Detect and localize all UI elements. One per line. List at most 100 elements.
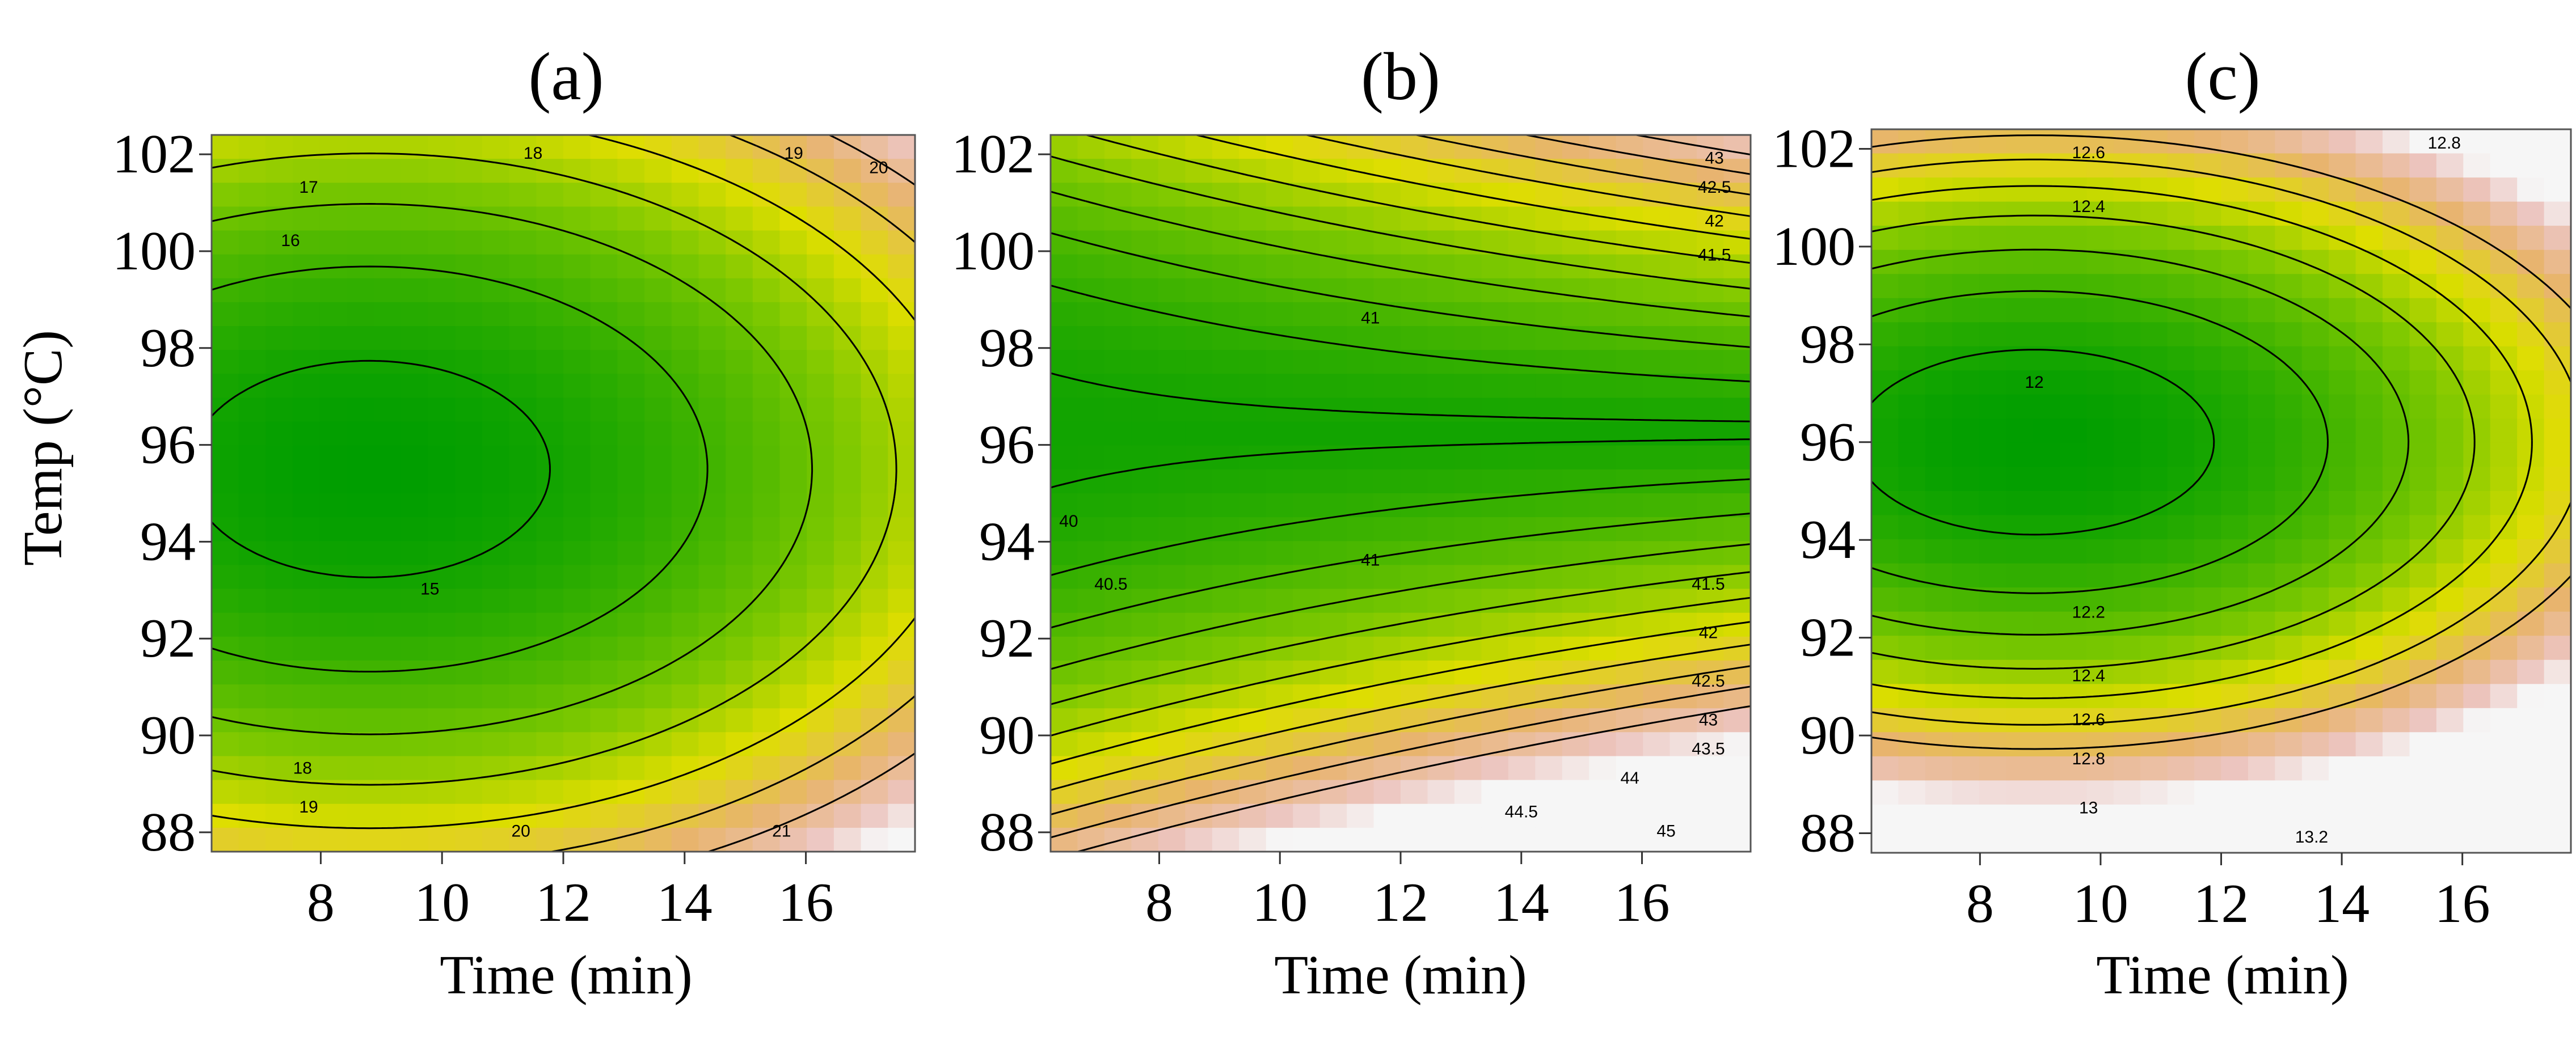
heatmap-cell bbox=[1508, 780, 1536, 805]
heatmap-cell bbox=[455, 135, 483, 159]
heatmap-cell bbox=[319, 756, 348, 781]
heatmap-cell bbox=[1508, 803, 1536, 828]
heatmap-cell bbox=[455, 374, 483, 399]
heatmap-cell bbox=[1952, 491, 1980, 516]
heatmap-cell bbox=[1293, 756, 1321, 781]
heatmap-cell bbox=[1952, 418, 1980, 443]
heatmap-cell bbox=[212, 660, 239, 685]
heatmap-cell bbox=[428, 206, 456, 231]
heatmap-cell bbox=[2409, 129, 2437, 154]
contour-label: 41.5 bbox=[1698, 246, 1731, 264]
heatmap-cell bbox=[1723, 421, 1751, 446]
heatmap-cell bbox=[807, 159, 834, 183]
heatmap-cell bbox=[1373, 780, 1401, 805]
heatmap-cell bbox=[1589, 636, 1617, 661]
contour-line-12-8 bbox=[1871, 185, 2533, 700]
heatmap-cell bbox=[1871, 201, 1899, 226]
heatmap-cell bbox=[2490, 418, 2518, 443]
heatmap-cell bbox=[563, 636, 591, 661]
heatmap-cell bbox=[1293, 803, 1321, 828]
heatmap-cell bbox=[1454, 612, 1482, 637]
heatmap-cell bbox=[617, 708, 645, 733]
heatmap-cell bbox=[1454, 660, 1482, 685]
heatmap-cell bbox=[374, 421, 402, 446]
heatmap-cell bbox=[238, 612, 267, 637]
heatmap-cell bbox=[2167, 418, 2195, 443]
heatmap-cell bbox=[833, 278, 862, 303]
heatmap-cell bbox=[2006, 322, 2034, 347]
heatmap-cell bbox=[2006, 226, 2034, 251]
heatmap-cell bbox=[2194, 418, 2222, 443]
heatmap-cell bbox=[1293, 827, 1321, 852]
heatmap-cell bbox=[2086, 780, 2114, 805]
heatmap-cell bbox=[400, 827, 429, 852]
heatmap-cell bbox=[1643, 827, 1671, 852]
heatmap-cell bbox=[2436, 322, 2464, 347]
heatmap-cell bbox=[1535, 803, 1563, 828]
heatmap-cell bbox=[1871, 346, 1899, 371]
heatmap-cell bbox=[2033, 804, 2060, 830]
heatmap-cell bbox=[2006, 129, 2034, 154]
heatmap-cell bbox=[752, 206, 781, 231]
heatmap-cell bbox=[1925, 467, 1953, 492]
heatmap-cell bbox=[671, 469, 699, 494]
heatmap-cell bbox=[1293, 350, 1321, 375]
heatmap-cell bbox=[726, 397, 753, 422]
heatmap-cell bbox=[1508, 230, 1536, 255]
heatmap-cell bbox=[455, 230, 483, 255]
heatmap-cell bbox=[238, 493, 267, 518]
heatmap-cell bbox=[319, 445, 348, 470]
heatmap-cell bbox=[2355, 539, 2383, 564]
heatmap-cell bbox=[1616, 780, 1643, 805]
contour-label: 43.5 bbox=[1692, 740, 1725, 759]
heatmap-cell bbox=[400, 517, 429, 541]
heatmap-cell bbox=[1158, 230, 1186, 255]
heatmap-cell bbox=[1508, 421, 1536, 446]
heatmap-cell bbox=[861, 374, 889, 399]
heatmap-cell bbox=[1871, 153, 1899, 178]
heatmap-cell bbox=[861, 756, 889, 781]
heatmap-cell bbox=[2329, 177, 2356, 202]
heatmap-cell bbox=[1319, 302, 1347, 327]
heatmap-cell bbox=[2275, 515, 2303, 540]
heatmap-cell bbox=[1669, 397, 1697, 422]
heatmap-cell bbox=[238, 326, 267, 350]
heatmap-cell bbox=[2140, 708, 2168, 733]
heatmap-cell bbox=[590, 493, 618, 518]
contour-line-12-6 bbox=[1871, 214, 2476, 670]
heatmap-cell bbox=[1871, 611, 1899, 636]
heatmap-cell bbox=[2248, 418, 2276, 443]
heatmap-cell bbox=[1401, 565, 1428, 590]
heatmap-cell bbox=[861, 445, 889, 470]
heatmap-cell bbox=[374, 541, 402, 566]
heatmap-cell bbox=[2086, 563, 2114, 588]
heatmap-cell bbox=[2060, 394, 2088, 420]
heatmap-cell bbox=[1669, 827, 1697, 852]
heatmap-cell bbox=[1373, 684, 1401, 709]
heatmap-cell bbox=[590, 803, 618, 828]
heatmap-cell bbox=[726, 660, 753, 685]
heatmap-cell bbox=[2329, 129, 2356, 154]
heatmap-cell bbox=[400, 159, 429, 183]
heatmap-cell bbox=[1481, 445, 1509, 470]
heatmap-cell bbox=[779, 183, 807, 208]
heatmap-cell bbox=[888, 708, 916, 733]
heatmap-cell bbox=[833, 493, 862, 518]
heatmap-cell bbox=[752, 708, 781, 733]
heatmap-cell bbox=[726, 493, 753, 518]
y-tick-label: 94 bbox=[1800, 509, 1856, 570]
heatmap-cell bbox=[2517, 467, 2545, 492]
heatmap-cell bbox=[1871, 587, 1899, 612]
contour-line-43-5 bbox=[1050, 134, 1751, 791]
heatmap-cell bbox=[698, 183, 726, 208]
heatmap-cell bbox=[2490, 274, 2518, 299]
heatmap-cell bbox=[1077, 397, 1105, 422]
heatmap-cell bbox=[1077, 326, 1105, 350]
heatmap-cell bbox=[1898, 828, 1926, 853]
heatmap-cell bbox=[1158, 326, 1186, 350]
heatmap-cell bbox=[1723, 708, 1751, 733]
heatmap-cell bbox=[2544, 153, 2571, 178]
heatmap-cell bbox=[1347, 254, 1375, 279]
heatmap-cell bbox=[807, 827, 834, 852]
heatmap-cell bbox=[482, 278, 510, 303]
